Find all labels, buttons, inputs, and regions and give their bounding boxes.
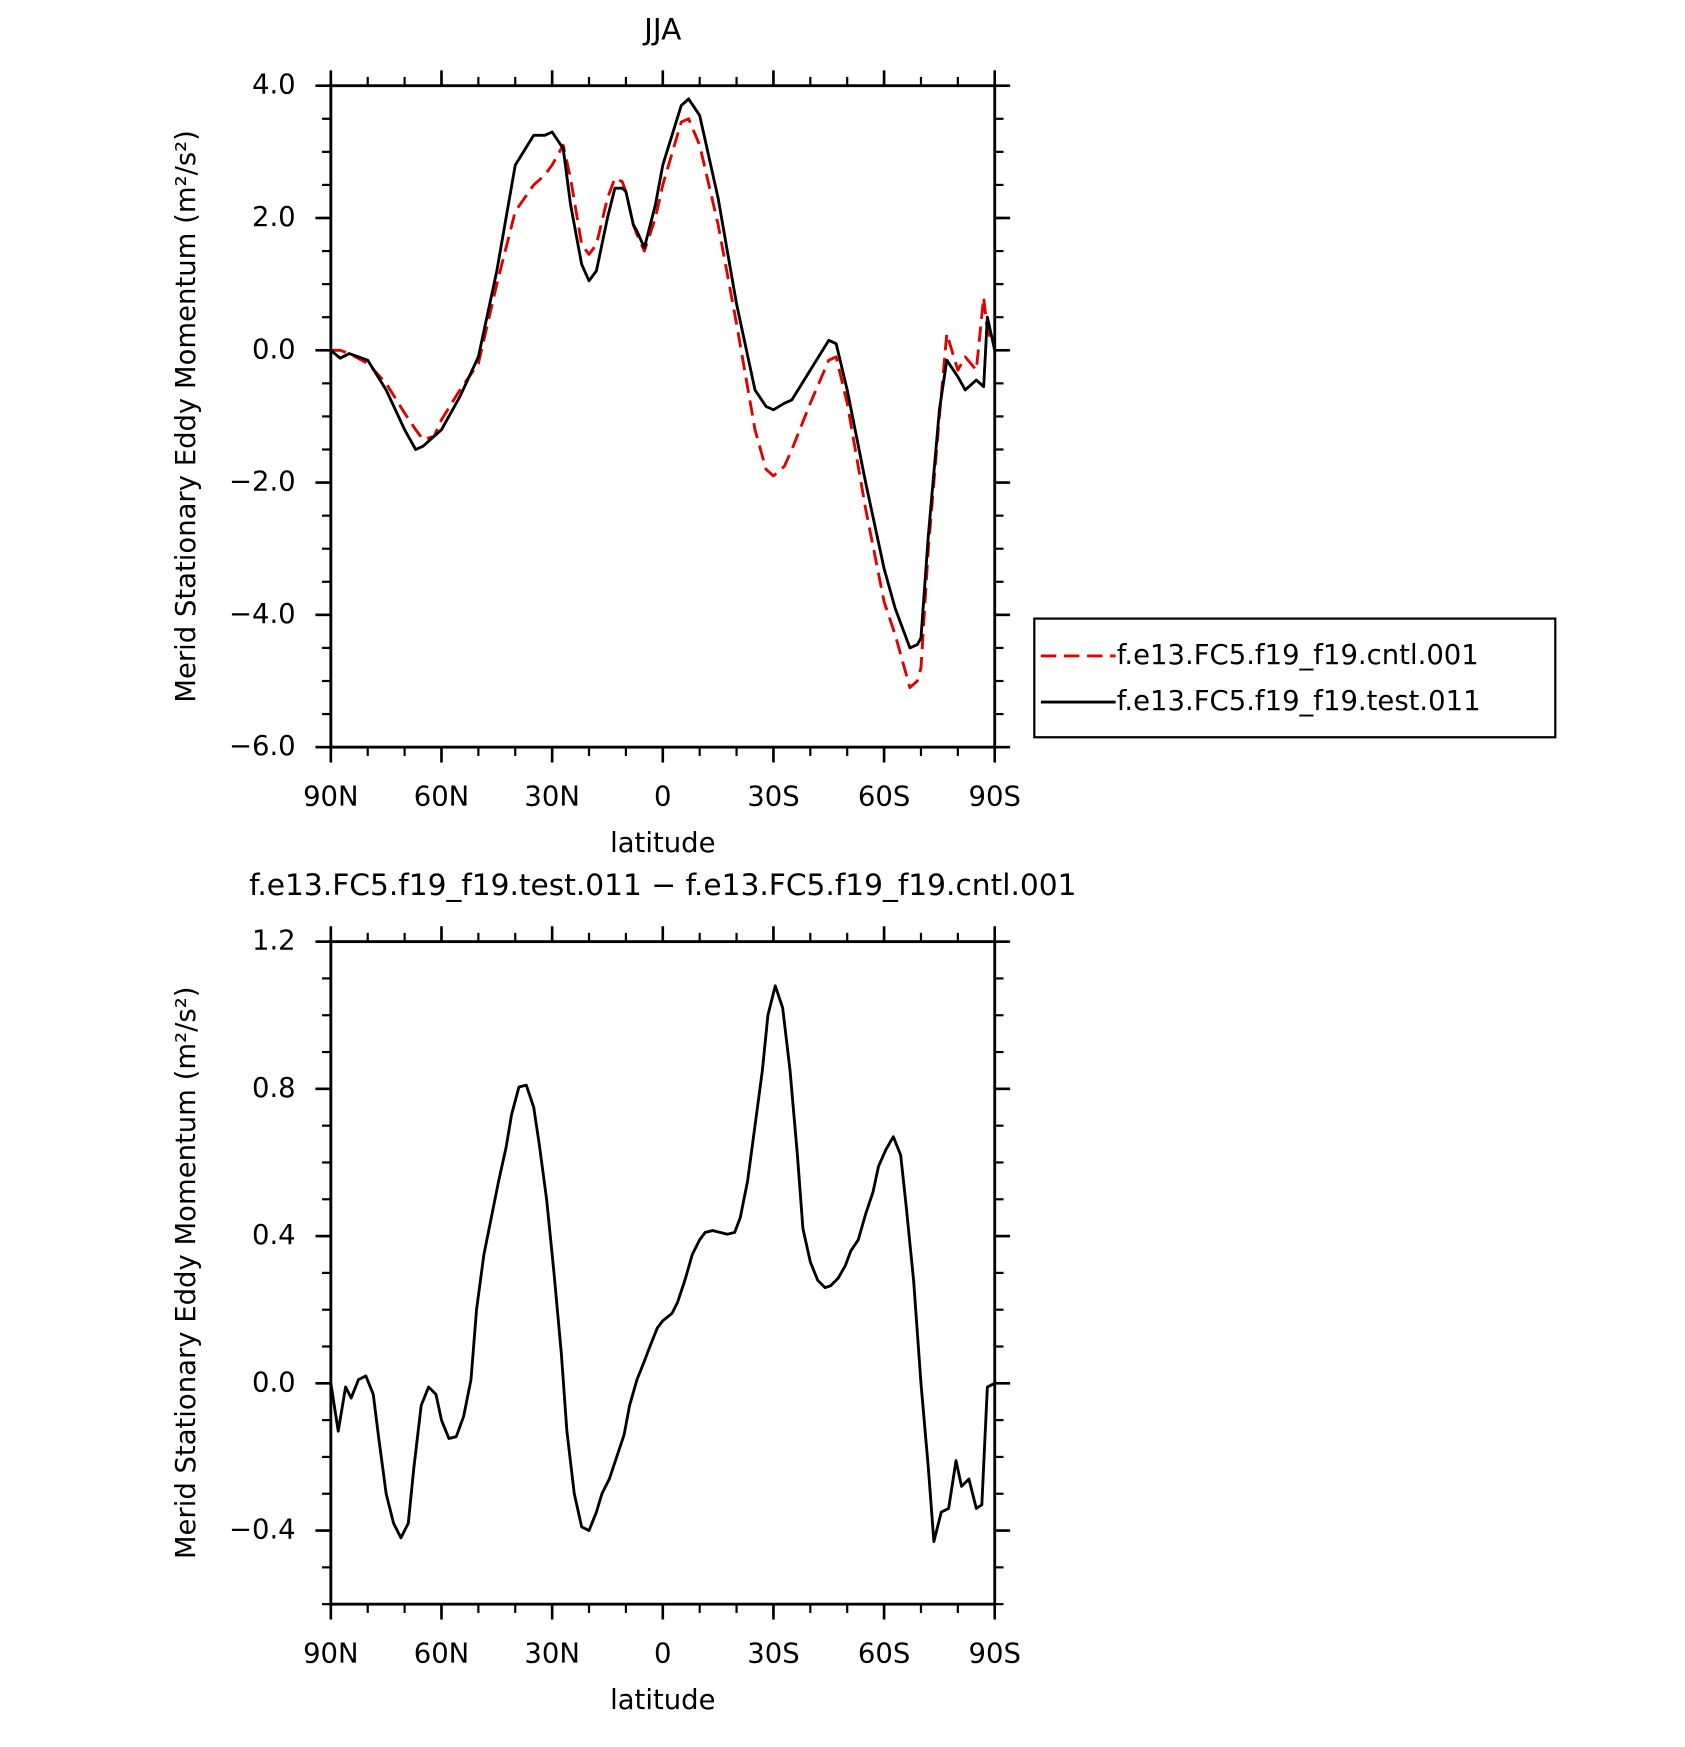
y-tick-label: 0.0 — [252, 1367, 296, 1398]
y-tick-label: 0.4 — [252, 1220, 296, 1251]
x-tick-label: 30S — [747, 782, 799, 813]
y-tick-label: −0.4 — [229, 1515, 296, 1546]
x-tick-label: 30N — [524, 1639, 580, 1670]
y-tick-label: 0.0 — [252, 334, 296, 365]
x-tick-label: 60S — [858, 1639, 910, 1670]
x-axis-label: latitude — [610, 828, 715, 859]
legend-label: f.e13.FC5.f19_f19.cntl.001 — [1117, 640, 1479, 671]
x-axis-label: latitude — [610, 1685, 715, 1716]
y-tick-label: −2.0 — [229, 467, 296, 498]
y-tick-label: 0.8 — [252, 1073, 296, 1104]
y-tick-label: −6.0 — [229, 731, 296, 762]
x-tick-label: 60S — [858, 782, 910, 813]
x-tick-label: 60N — [414, 1639, 470, 1670]
x-tick-label: 60N — [414, 782, 470, 813]
x-tick-label: 90S — [969, 782, 1021, 813]
x-tick-label: 90N — [303, 782, 359, 813]
series-line — [329, 984, 996, 1544]
x-tick-label: 30N — [524, 782, 580, 813]
plot-frame — [329, 940, 997, 1606]
x-tick-label: 0 — [654, 782, 671, 813]
series-line — [329, 97, 997, 650]
chart-title: JJA — [642, 11, 682, 46]
series-line — [330, 117, 997, 690]
x-tick-label: 90S — [969, 1639, 1021, 1670]
chart-title: f.e13.FC5.f19_f19.test.011 − f.e13.FC5.f… — [249, 867, 1076, 902]
y-tick-label: 1.2 — [252, 926, 296, 957]
legend-label: f.e13.FC5.f19_f19.test.011 — [1117, 686, 1481, 717]
y-tick-label: −4.0 — [229, 599, 296, 630]
y-tick-label: 4.0 — [252, 70, 296, 101]
y-axis-label: Merid Stationary Eddy Momentum (m²/s²) — [171, 130, 202, 703]
x-tick-label: 90N — [303, 1639, 359, 1670]
plot-frame — [329, 84, 997, 749]
x-tick-label: 0 — [654, 1639, 671, 1670]
legend-box — [1033, 617, 1557, 739]
y-tick-label: 2.0 — [252, 202, 296, 233]
y-axis-label: Merid Stationary Eddy Momentum (m²/s²) — [171, 987, 202, 1560]
x-tick-label: 30S — [747, 1639, 799, 1670]
